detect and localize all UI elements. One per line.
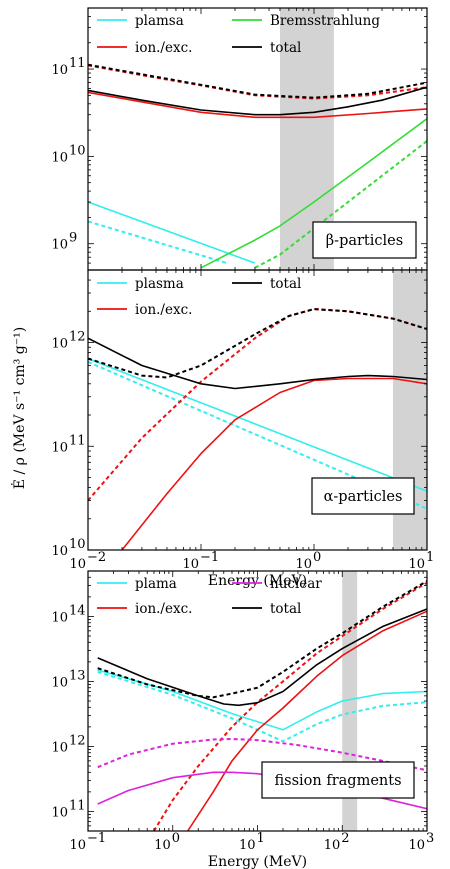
series-line-plasma-dashed — [88, 360, 427, 510]
legend-entry: nuclear — [270, 576, 322, 592]
x-tick-label: 10 — [239, 838, 256, 853]
y-tick-label-exponent: 9 — [69, 231, 77, 246]
series-line-plasma-solid — [88, 201, 256, 264]
y-tick-label: 10 — [51, 805, 68, 820]
legend-entry: plamsa — [135, 13, 184, 29]
x-tick-label-exponent: 2 — [341, 831, 349, 846]
x-tick-label: 10 — [69, 557, 86, 572]
series-line-brems-solid — [200, 118, 427, 269]
legend-entry: plasma — [135, 276, 184, 292]
plot-frame — [87, 269, 428, 551]
series-line-plasma-dashed — [97, 670, 427, 743]
series-line-total-dashed — [88, 308, 427, 379]
panel-label-box — [312, 221, 417, 259]
x-tick-label: 10 — [295, 557, 312, 572]
series-line-ion-dashed — [88, 64, 427, 100]
panel-label: α-particles — [324, 489, 403, 505]
series-line-ion-solid — [121, 377, 427, 550]
series-line-plasma-dashed — [88, 220, 228, 265]
legend-entry: total — [270, 601, 301, 617]
y-tick-label-exponent: 11 — [69, 433, 86, 448]
panel-label: β-particles — [326, 233, 403, 249]
series-line-ion-solid — [88, 91, 427, 119]
y-tick-label-exponent: 10 — [69, 143, 86, 158]
series-line-plasma-solid — [97, 669, 427, 731]
y-tick-label: 10 — [51, 440, 68, 455]
y-axis-label: Ė / ρ (MeV s⁻¹ cm³ g⁻¹) — [10, 327, 28, 489]
series-line-ion-solid — [187, 610, 427, 831]
y-tick-label: 10 — [51, 675, 68, 690]
series-line-ion-dashed — [153, 581, 427, 831]
series-line-total-solid — [88, 86, 427, 116]
x-tick-label-exponent: −2 — [87, 550, 106, 565]
legend-entry: total — [270, 40, 301, 56]
x-tick-label-exponent: 1 — [257, 831, 265, 846]
x-tick-label: 10 — [154, 838, 171, 853]
panel-label-box — [311, 477, 415, 515]
y-tick-label: 10 — [51, 150, 68, 165]
x-tick-label: 10 — [324, 838, 341, 853]
y-tick-label-exponent: 12 — [69, 330, 86, 345]
y-tick-label-exponent: 12 — [69, 733, 86, 748]
y-tick-label-exponent: 14 — [69, 603, 86, 618]
series-line-total-solid — [97, 608, 427, 707]
plot-frame — [87, 570, 428, 832]
series-line-total-solid — [88, 337, 427, 390]
y-tick-label: 10 — [51, 740, 68, 755]
x-tick-label-exponent: 0 — [313, 550, 321, 565]
x-tick-label: 10 — [408, 557, 425, 572]
x-tick-label-exponent: −1 — [200, 550, 219, 565]
y-tick-label: 10 — [51, 610, 68, 625]
legend-entry: plama — [135, 576, 177, 592]
x-axis-label: Energy (MeV) — [208, 573, 307, 589]
x-tick-label-exponent: 3 — [426, 831, 434, 846]
panel-label: fission fragments — [274, 773, 401, 789]
x-tick-label: 10 — [408, 838, 425, 853]
legend-entry: Bremsstrahlung — [270, 13, 380, 29]
x-tick-label-exponent: 0 — [172, 831, 180, 846]
series-line-plasma-solid — [88, 357, 427, 492]
legend-entry: ion./exc. — [135, 302, 192, 318]
x-tick-label-exponent: −1 — [87, 831, 106, 846]
x-axis-label: Energy (MeV) — [208, 854, 307, 869]
y-tick-label-exponent: 10 — [69, 537, 86, 552]
y-tick-label: 10 — [51, 337, 68, 352]
y-tick-label-exponent: 11 — [69, 56, 86, 71]
y-tick-label: 10 — [51, 63, 68, 78]
y-tick-label: 10 — [51, 238, 68, 253]
legend-entry: total — [270, 276, 301, 292]
x-tick-label: 10 — [182, 557, 199, 572]
x-tick-label: 10 — [69, 838, 86, 853]
series-line-total-dashed — [88, 63, 427, 99]
panel-label-box — [261, 761, 415, 799]
series-line-nuclear-dashed — [97, 738, 427, 772]
y-tick-label: 10 — [51, 544, 68, 559]
legend-entry: ion./exc. — [135, 601, 192, 617]
x-tick-label-exponent: 1 — [426, 550, 434, 565]
legend-entry: ion./exc. — [135, 40, 192, 56]
series-line-total-dashed — [97, 580, 427, 699]
y-tick-label-exponent: 13 — [69, 668, 86, 683]
y-tick-label-exponent: 11 — [69, 798, 86, 813]
